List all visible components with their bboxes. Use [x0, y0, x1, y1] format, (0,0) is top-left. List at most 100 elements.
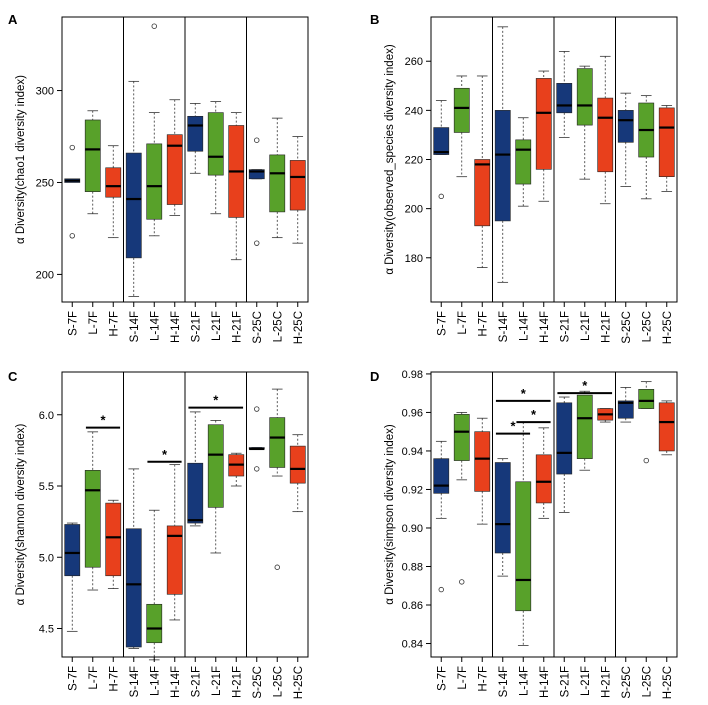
- box-iqr: [617, 110, 634, 143]
- x-tick-label: S-7F: [436, 311, 448, 336]
- x-tick-label: L-21F: [580, 311, 592, 341]
- y-axis-label: α Diversity(simpson diversity index): [384, 424, 396, 605]
- box-iqr: [453, 87, 470, 133]
- significance-star: *: [531, 407, 537, 422]
- x-tick-label: S-25C: [621, 666, 633, 699]
- box-s-21f: [556, 50, 573, 138]
- box-iqr: [576, 68, 593, 126]
- box-h-14f: [535, 427, 552, 519]
- x-tick-label: L-14F: [149, 666, 161, 696]
- box-iqr: [105, 502, 122, 577]
- box-iqr: [556, 402, 573, 475]
- panel-b: Bα Diversity(observed_species diversity …: [370, 12, 678, 344]
- box-h-14f: [166, 464, 183, 621]
- x-tick-label: H-25C: [293, 666, 305, 699]
- box-iqr: [125, 528, 142, 648]
- box-s-14f: [125, 80, 142, 297]
- outlier-point: [151, 23, 157, 29]
- significance-star: *: [582, 378, 588, 393]
- x-tick-label: H-25C: [293, 311, 305, 344]
- x-tick-label: S-14F: [129, 311, 141, 342]
- box-iqr: [658, 107, 675, 177]
- x-tick-label: S-14F: [498, 666, 510, 697]
- outlier-point: [254, 406, 260, 412]
- y-tick-label: 180: [405, 253, 423, 265]
- box-iqr: [207, 112, 224, 176]
- box-l-7f: [84, 110, 101, 215]
- box-iqr: [617, 400, 634, 419]
- x-tick-label: L-7F: [88, 311, 100, 335]
- plot-frame: [61, 16, 309, 303]
- box-s-25c: [617, 387, 634, 423]
- box-l-21f: [576, 390, 593, 471]
- x-tick-label: L-7F: [457, 311, 469, 335]
- x-tick-label: S-7F: [436, 666, 448, 691]
- panel-a: Aα Diversity(chao1 diversity index) 200 25…: [8, 12, 309, 344]
- panel-label: C: [8, 369, 18, 384]
- box-iqr: [494, 110, 511, 222]
- y-tick-label: 0.86: [402, 600, 423, 612]
- box-iqr: [289, 445, 306, 484]
- box-iqr: [105, 167, 122, 198]
- box-l-21f: [207, 420, 224, 554]
- box-h-25c: [289, 434, 306, 513]
- x-tick-label: L-25C: [641, 666, 653, 697]
- outlier-point: [254, 137, 260, 143]
- x-tick-label: S-25C: [621, 311, 633, 344]
- box-h-21f: [228, 452, 245, 487]
- box-l-7f: [453, 75, 470, 178]
- box-iqr: [187, 462, 204, 524]
- box-iqr: [125, 152, 142, 259]
- box-iqr: [269, 417, 286, 468]
- box-s-14f: [494, 458, 511, 577]
- x-tick-label: H-21F: [600, 311, 612, 343]
- outlier-point: [459, 579, 465, 585]
- x-tick-label: H-21F: [600, 666, 612, 698]
- x-tick-label: L-7F: [88, 666, 100, 690]
- box-iqr: [166, 525, 183, 595]
- x-tick-label: H-7F: [108, 311, 120, 337]
- significance-star: *: [510, 419, 516, 434]
- box-s-7f: [64, 522, 81, 632]
- x-tick-label: L-21F: [580, 666, 592, 696]
- box-iqr: [64, 524, 81, 577]
- box-iqr: [248, 169, 265, 180]
- box-iqr: [494, 462, 511, 554]
- box-iqr: [433, 127, 450, 155]
- box-iqr: [84, 470, 101, 568]
- y-axis-label: α Diversity(observed_species diversity i…: [384, 44, 396, 275]
- box-h-14f: [535, 70, 552, 202]
- box-h-25c: [289, 136, 306, 244]
- box-l-25c: [269, 117, 286, 239]
- box-l-25c: [638, 95, 655, 200]
- plot-frame: [430, 16, 678, 303]
- box-l-14f: [146, 23, 163, 237]
- box-s-21f: [187, 103, 204, 174]
- box-s-14f: [494, 26, 511, 283]
- panel-label: A: [8, 12, 18, 27]
- y-tick-label: 0.96: [402, 407, 423, 419]
- y-tick-label: 5.5: [39, 481, 54, 493]
- y-tick-label: 0.98: [402, 369, 423, 381]
- box-iqr: [597, 97, 614, 173]
- box-iqr: [433, 458, 450, 494]
- box-h-21f: [597, 408, 614, 423]
- box-s-7f: [433, 100, 450, 200]
- box-l-21f: [207, 101, 224, 215]
- significance-star: *: [100, 413, 106, 428]
- y-axis-label: α Diversity(shannon diversity index): [15, 423, 27, 605]
- x-tick-label: L-25C: [641, 311, 653, 342]
- x-tick-label: L-14F: [518, 666, 530, 696]
- x-tick-label: S-7F: [67, 666, 79, 691]
- y-tick-label: 6.0: [39, 410, 54, 422]
- x-tick-label: H-14F: [539, 311, 551, 343]
- panel-c: Cα Diversity(shannon diversity index) 4.5…: [8, 369, 309, 699]
- box-h-14f: [166, 99, 183, 216]
- box-l-7f: [84, 431, 101, 591]
- y-axis-label: α Diversity(chao1 diversity index): [15, 75, 27, 244]
- y-tick-label: 260: [405, 56, 423, 68]
- plot-frame: [430, 371, 678, 658]
- y-tick-label: 4.5: [39, 624, 54, 636]
- significance-star: *: [521, 386, 527, 401]
- significance-star: *: [213, 393, 219, 408]
